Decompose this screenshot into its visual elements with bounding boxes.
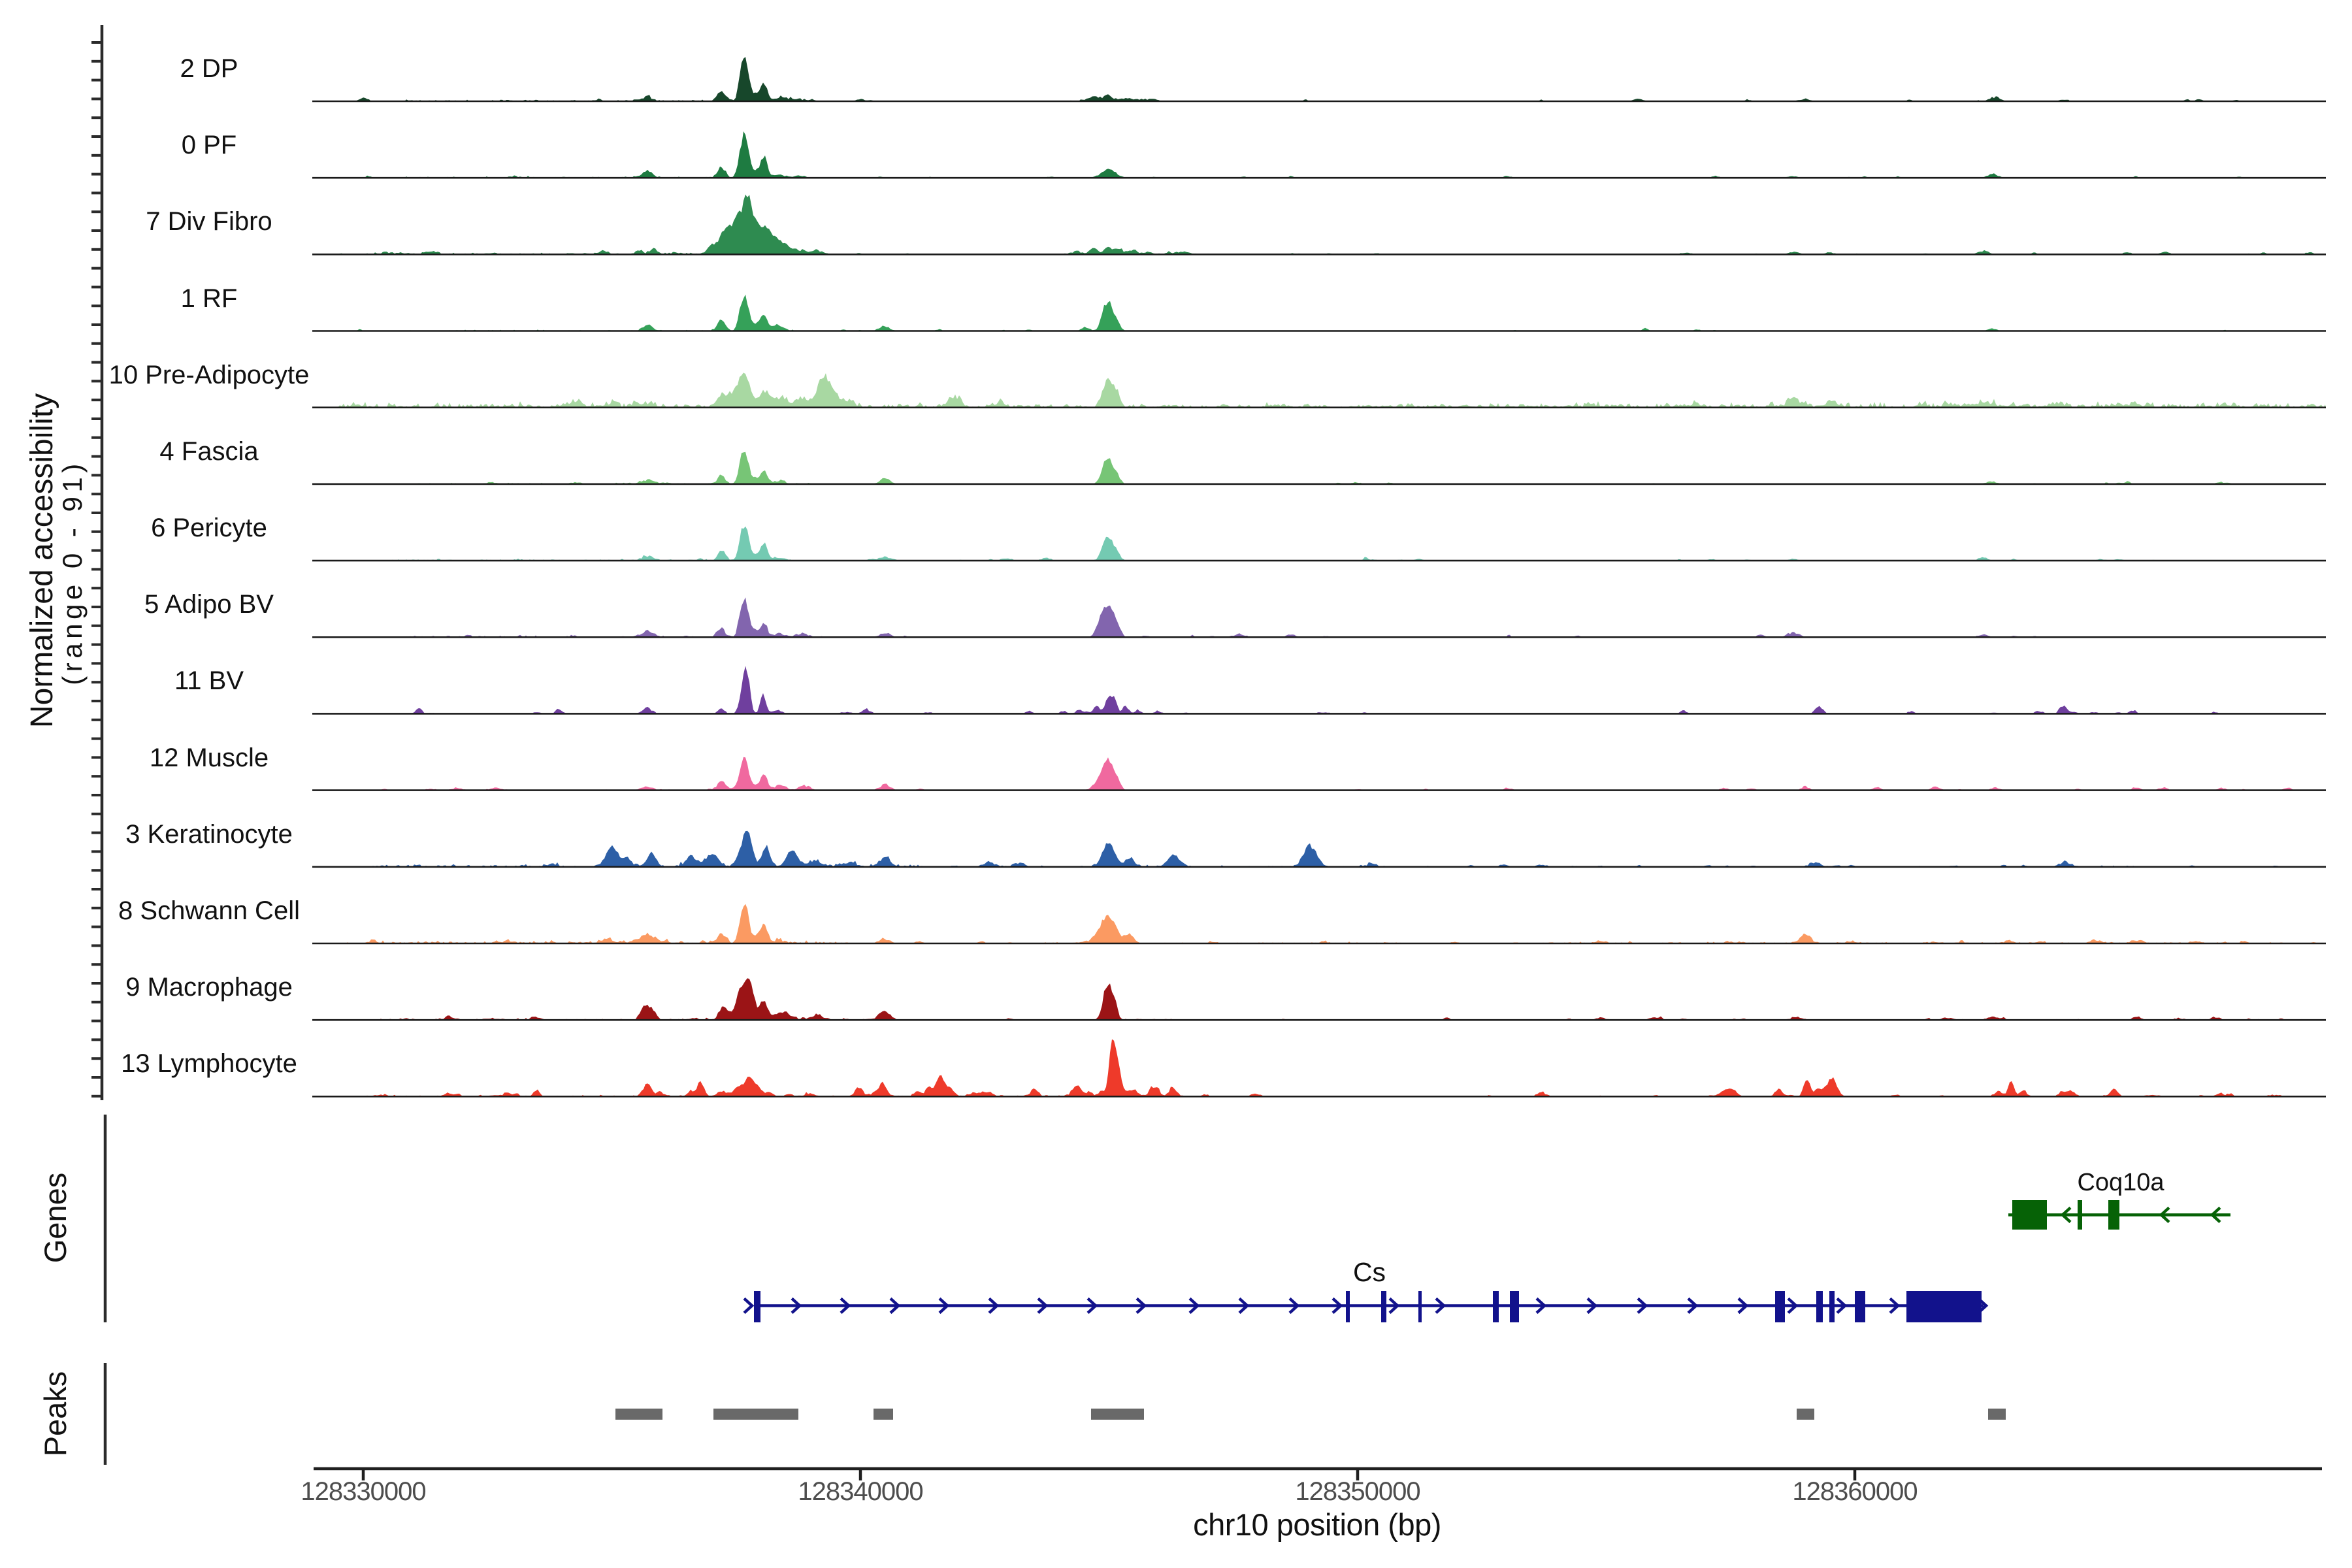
svg-text:10 Pre-Adipocyte: 10 Pre-Adipocyte bbox=[109, 361, 310, 389]
svg-text:8 Schwann Cell: 8 Schwann Cell bbox=[118, 896, 300, 925]
svg-text:128330000: 128330000 bbox=[301, 1477, 425, 1506]
svg-text:12 Muscle: 12 Muscle bbox=[150, 743, 269, 772]
svg-text:9 Macrophage: 9 Macrophage bbox=[125, 973, 293, 1002]
svg-text:128360000: 128360000 bbox=[1792, 1477, 1917, 1506]
svg-text:(range 0 - 91): (range 0 - 91) bbox=[57, 459, 88, 685]
svg-text:7 Div Fibro: 7 Div Fibro bbox=[146, 207, 272, 236]
svg-text:5 Adipo BV: 5 Adipo BV bbox=[144, 590, 274, 619]
svg-text:chr10 position (bp): chr10 position (bp) bbox=[1193, 1507, 1441, 1542]
svg-text:11 BV: 11 BV bbox=[174, 666, 244, 695]
svg-text:6 Pericyte: 6 Pericyte bbox=[151, 514, 267, 542]
svg-text:128350000: 128350000 bbox=[1295, 1477, 1420, 1506]
svg-text:Cs: Cs bbox=[1353, 1257, 1386, 1287]
svg-text:Peaks: Peaks bbox=[38, 1371, 73, 1457]
svg-text:Genes: Genes bbox=[38, 1173, 73, 1263]
svg-text:13 Lymphocyte: 13 Lymphocyte bbox=[121, 1049, 297, 1078]
svg-text:Coq10a: Coq10a bbox=[2077, 1169, 2164, 1196]
svg-text:4 Fascia: 4 Fascia bbox=[159, 437, 259, 466]
svg-text:0 PF: 0 PF bbox=[182, 131, 237, 159]
svg-text:Normalized accessibility: Normalized accessibility bbox=[25, 393, 59, 728]
svg-text:3 Keratinocyte: 3 Keratinocyte bbox=[125, 820, 293, 849]
svg-text:2 DP: 2 DP bbox=[180, 54, 238, 83]
svg-text:1 RF: 1 RF bbox=[181, 284, 238, 313]
svg-text:128340000: 128340000 bbox=[798, 1477, 923, 1506]
